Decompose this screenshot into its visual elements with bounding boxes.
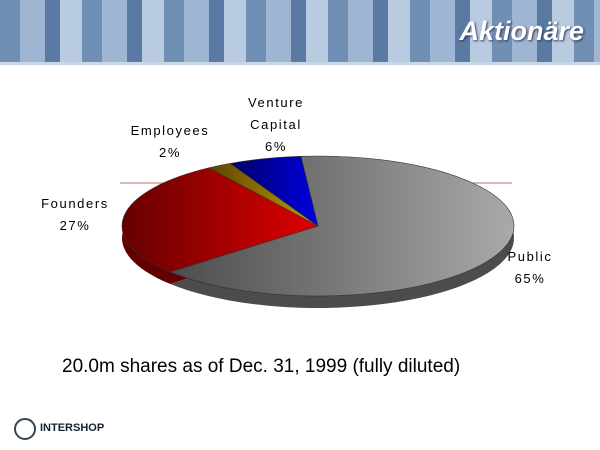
value-label: 27% [59, 218, 91, 233]
logo-mark [14, 418, 36, 440]
category-label: Employees [130, 123, 210, 138]
chart-title: Aktionäre [459, 16, 584, 46]
value-label: 2% [159, 145, 181, 160]
value-label: 65% [514, 271, 546, 286]
logo: INTERSHOP [40, 422, 105, 434]
category-label: Founders [41, 196, 109, 211]
category-label: Venture Capital [247, 95, 304, 132]
banner [0, 0, 600, 65]
value-label: 6% [265, 139, 287, 154]
category-label: Public [507, 249, 553, 264]
slice [121, 167, 319, 273]
chart-subtitle: 20.0m shares as of Dec. 31, 1999 (fully … [62, 356, 461, 377]
slice [169, 155, 515, 297]
slice [229, 155, 319, 227]
